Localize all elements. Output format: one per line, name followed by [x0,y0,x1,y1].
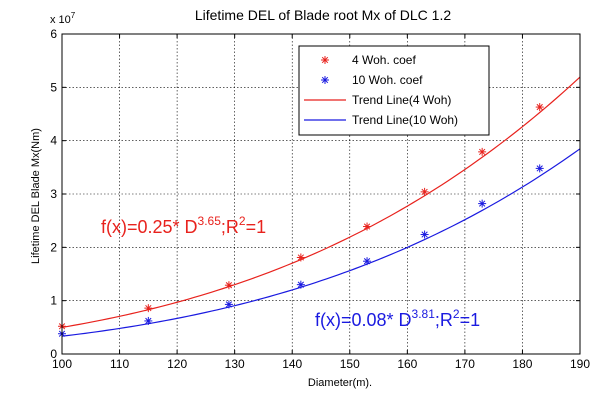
y-tick-label: 3 [50,187,57,201]
x-tick-label: 160 [397,357,417,371]
y-tick-label: 4 [50,134,57,148]
y-tick-label: 2 [50,240,57,254]
y-tick-label: 1 [50,294,57,308]
data-point-marker [224,300,233,309]
data-point-marker [420,187,429,196]
y-axis-exponent: x 107 [50,11,76,26]
y-axis-label: Lifetime DEL Blade Mx(Nm) [30,128,42,264]
legend: 4 Woh. coef 10 Woh. coef Trend Line(4 Woh)… [298,45,490,136]
data-point-marker [478,147,487,156]
data-point-marker [535,164,544,173]
data-point-marker [420,230,429,239]
x-axis-label: Diameter(m). [308,377,372,389]
fit-equation-4-woh: f(x)=0.25* D3.65;R2=1 [101,214,266,237]
data-point-marker [363,222,372,231]
x-tick-label: 130 [225,357,245,371]
data-point-marker [321,56,329,64]
axis-ticks: 100 110 120 130 140 150 160 170 180 190 0 1 2 3 4 5 6 [50,27,590,371]
legend-entry-label: 4 Woh. coef [352,53,416,67]
data-point-marker [478,199,487,208]
x-tick-label: 150 [340,357,360,371]
svg-text:f(x)=0.25* D3.65;R2=1: f(x)=0.25* D3.65;R2=1 [101,214,266,237]
x-tick-label: 170 [455,357,475,371]
legend-entry-label: Trend Line(4 Woh) [352,93,451,107]
x-tick-label: 110 [110,357,129,371]
x-tick-label: 120 [167,357,187,371]
x-tick-label: 140 [282,357,302,371]
data-point-marker [296,280,305,289]
data-point-marker [321,76,329,84]
x-tick-label: 180 [512,357,532,371]
legend-entry-label: 10 Woh. coef [352,73,423,87]
y-tick-label: 5 [50,80,57,94]
data-point-marker [296,253,305,262]
y-tick-label: 6 [50,27,57,41]
data-point-marker [224,281,233,290]
data-point-marker [144,304,153,313]
fit-equation-10-woh: f(x)=0.08* D3.81;R2=1 [315,307,480,330]
x-tick-label: 100 [52,357,72,371]
x-tick-label: 190 [570,357,590,371]
data-point-marker [144,316,153,325]
legend-entry-label: Trend Line(10 Woh) [352,113,458,127]
y-tick-label: 0 [50,347,57,361]
data-point-marker [363,257,372,266]
data-point-marker [535,103,544,112]
trend-line [61,148,581,337]
svg-text:f(x)=0.08* D3.81;R2=1: f(x)=0.08* D3.81;R2=1 [315,307,480,330]
grid [62,34,580,354]
chart-title: Lifetime DEL of Blade root Mx of DLC 1.2 [195,7,451,23]
